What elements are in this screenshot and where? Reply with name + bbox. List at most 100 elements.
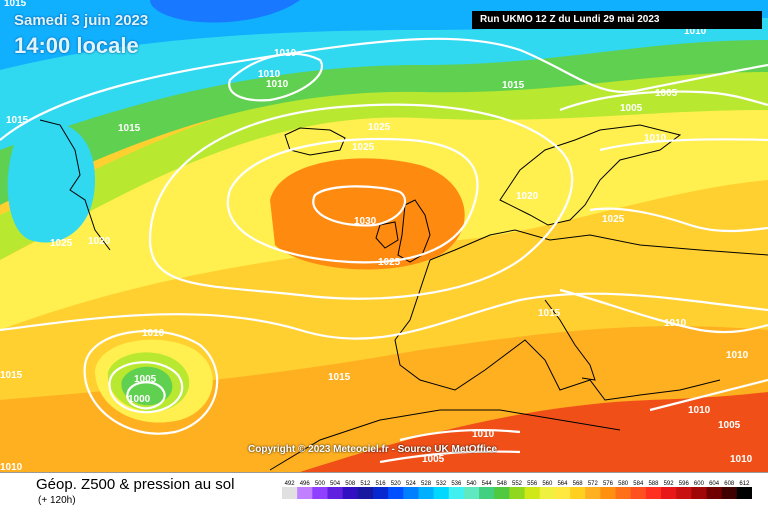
scale-label: 592 xyxy=(664,481,675,487)
scale-swatch xyxy=(433,487,450,499)
scale-label: 564 xyxy=(557,481,568,487)
scale-label: 500 xyxy=(315,481,326,487)
isobar-1005-south xyxy=(379,450,521,464)
scale-swatch xyxy=(676,487,692,499)
isobar-label: 1010 xyxy=(258,69,281,80)
field-green-low xyxy=(121,366,173,406)
isobar-1010-east xyxy=(599,138,768,152)
scale-swatch xyxy=(539,487,556,499)
scale-label: 536 xyxy=(451,481,462,487)
scale-label: 580 xyxy=(618,481,629,487)
scale-label: 568 xyxy=(573,481,584,487)
scale-swatch xyxy=(494,487,510,499)
forecast-time: 14:00 locale xyxy=(14,33,139,58)
isobar-1010-low xyxy=(83,330,219,435)
scale-swatch xyxy=(357,487,374,499)
scale-label: 576 xyxy=(603,481,614,487)
scale-swatch xyxy=(297,487,313,499)
isobar-1015-north xyxy=(0,37,768,141)
scale-swatch xyxy=(448,487,465,499)
copyright-text: Copyright © 2023 Meteociel.fr - Source U… xyxy=(248,444,498,455)
isobar-1015-south xyxy=(0,292,768,340)
isobar-label: 1025 xyxy=(368,122,391,133)
isobar-label: 1015 xyxy=(328,372,351,383)
isobar-label: 1005 xyxy=(718,420,741,431)
scale-swatch xyxy=(554,487,571,499)
isobar-1005-low xyxy=(108,361,184,414)
field-cyan-greenland xyxy=(7,122,95,243)
isobar-label: 1025 xyxy=(352,142,375,153)
color-scale-legend: 492 496 500 504 508 512 516 520 524 528 532 536 540 5… xyxy=(282,481,752,499)
coast-africa xyxy=(269,409,621,471)
scale-swatch xyxy=(282,487,298,499)
isobars xyxy=(0,37,768,464)
scale-label: 544 xyxy=(482,481,493,487)
isobar-label: 1015 xyxy=(538,308,561,319)
scale-swatch xyxy=(327,487,344,499)
model-run-label: Run UKMO 12 Z du Lundi 29 mai 2023 xyxy=(472,11,762,29)
isobar-label: 1005 xyxy=(422,454,445,465)
scale-label: 516 xyxy=(376,481,387,487)
isobar-1025-east xyxy=(589,207,768,233)
isobar-1025 xyxy=(226,137,479,264)
scale-label: 572 xyxy=(588,481,599,487)
isobar-1010-south xyxy=(399,428,521,442)
isobar-label: 1015 xyxy=(6,115,29,126)
scale-label: 528 xyxy=(421,481,432,487)
isobar-label: 1005 xyxy=(620,103,643,114)
isobar-label: 1015 xyxy=(4,0,27,9)
isobar-1005-ne xyxy=(559,90,768,112)
scale-label: 548 xyxy=(497,481,508,487)
isobar-label: 1010 xyxy=(726,350,749,361)
scale-swatch xyxy=(388,487,404,499)
scale-label: 524 xyxy=(406,481,417,487)
scale-swatch xyxy=(342,487,359,499)
field-red-south xyxy=(300,392,768,472)
isobar-1020 xyxy=(148,103,574,300)
scale-swatches xyxy=(282,487,752,499)
scale-label: 540 xyxy=(467,481,478,487)
scale-label: 560 xyxy=(542,481,553,487)
coast-iceland xyxy=(284,127,346,156)
field-lime-band xyxy=(0,60,768,260)
scale-swatch xyxy=(736,487,752,499)
scale-label: 508 xyxy=(345,481,356,487)
scale-label: 552 xyxy=(512,481,523,487)
scale-swatch xyxy=(463,487,480,499)
isobar-label: 1010 xyxy=(266,79,289,90)
isobar-label: 1010 xyxy=(0,462,23,472)
scale-label: 492 xyxy=(285,481,296,487)
scale-label: 496 xyxy=(300,481,311,487)
scale-swatch xyxy=(403,487,419,499)
isobar-1010-se xyxy=(649,378,768,412)
isobar-label: 1025 xyxy=(378,257,401,268)
scale-swatch xyxy=(570,487,586,499)
scale-swatch xyxy=(585,487,601,499)
isobar-1030 xyxy=(312,185,406,227)
isobar-label: 1025 xyxy=(50,238,73,249)
scale-label: 604 xyxy=(709,481,720,487)
map-subtitle: (+ 120h) xyxy=(38,495,76,506)
isobar-label: 1010 xyxy=(688,405,711,416)
coast-italy xyxy=(544,299,596,381)
isobar-label: 1020 xyxy=(516,191,539,202)
scale-label: 504 xyxy=(330,481,341,487)
isobar-1000-low xyxy=(126,381,166,410)
isobar-label: 1010 xyxy=(472,429,495,440)
isobar-1015-east xyxy=(559,288,768,334)
scale-swatch xyxy=(479,487,495,499)
isobar-label: 1005 xyxy=(655,88,678,99)
isobar-label: 1010 xyxy=(644,133,667,144)
isobar-label: 1025 xyxy=(602,214,625,225)
scale-swatch xyxy=(524,487,541,499)
isobar-label: 1015 xyxy=(118,123,141,134)
scale-label: 588 xyxy=(648,481,659,487)
scale-swatch xyxy=(645,487,662,499)
isobar-label: 1020 xyxy=(88,236,111,247)
scale-swatch xyxy=(372,487,389,499)
isobar-1010-north xyxy=(228,52,323,102)
scale-swatch xyxy=(418,487,435,499)
isobar-label: 1015 xyxy=(0,370,23,381)
